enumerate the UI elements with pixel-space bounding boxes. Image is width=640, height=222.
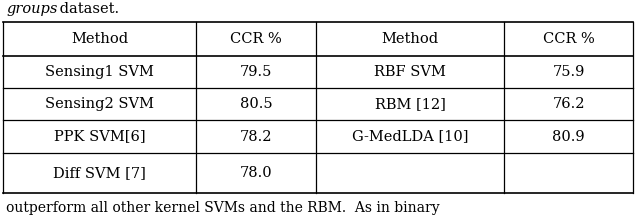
Text: CCR %: CCR % xyxy=(543,32,595,46)
Text: outperform all other kernel SVMs and the RBM.  As in binary: outperform all other kernel SVMs and the… xyxy=(6,201,440,215)
Text: 78.0: 78.0 xyxy=(240,166,272,180)
Text: Method: Method xyxy=(381,32,438,46)
Text: G-MedLDA [10]: G-MedLDA [10] xyxy=(352,129,468,143)
Text: RBF SVM: RBF SVM xyxy=(374,65,446,79)
Text: groups: groups xyxy=(6,2,58,16)
Text: 79.5: 79.5 xyxy=(240,65,272,79)
Text: Method: Method xyxy=(71,32,128,46)
Text: Sensing1 SVM: Sensing1 SVM xyxy=(45,65,154,79)
Text: 80.5: 80.5 xyxy=(240,97,272,111)
Text: 76.2: 76.2 xyxy=(552,97,585,111)
Text: PPK SVM[6]: PPK SVM[6] xyxy=(54,129,145,143)
Text: 75.9: 75.9 xyxy=(552,65,585,79)
Text: CCR %: CCR % xyxy=(230,32,282,46)
Text: Diff SVM [7]: Diff SVM [7] xyxy=(53,166,146,180)
Text: RBM [12]: RBM [12] xyxy=(374,97,445,111)
Text: 80.9: 80.9 xyxy=(552,129,585,143)
Text: dataset.: dataset. xyxy=(55,2,119,16)
Text: Sensing2 SVM: Sensing2 SVM xyxy=(45,97,154,111)
Text: 78.2: 78.2 xyxy=(240,129,272,143)
